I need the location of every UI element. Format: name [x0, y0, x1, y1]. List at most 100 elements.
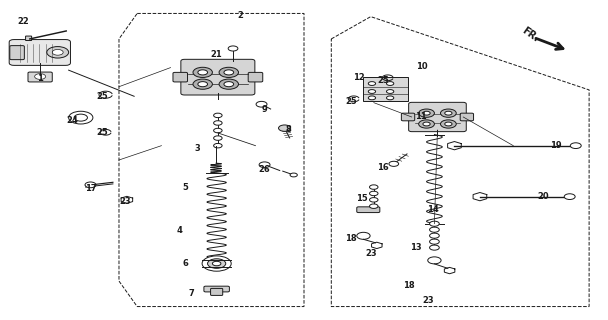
Circle shape [430, 245, 439, 250]
Circle shape [430, 239, 439, 244]
FancyBboxPatch shape [409, 102, 466, 132]
Text: 21: 21 [210, 50, 222, 59]
FancyBboxPatch shape [26, 36, 32, 41]
Text: 23: 23 [423, 296, 434, 305]
Circle shape [278, 125, 291, 131]
Circle shape [389, 161, 399, 166]
Text: 26: 26 [258, 165, 271, 174]
Circle shape [419, 120, 435, 128]
Circle shape [570, 143, 581, 148]
Circle shape [430, 221, 439, 226]
Circle shape [387, 96, 394, 100]
Circle shape [52, 50, 63, 55]
Circle shape [290, 173, 297, 177]
Circle shape [193, 79, 212, 89]
Circle shape [228, 46, 238, 51]
Circle shape [198, 82, 207, 87]
Text: 19: 19 [550, 141, 562, 150]
Circle shape [213, 128, 222, 133]
Circle shape [444, 111, 452, 115]
FancyBboxPatch shape [401, 113, 415, 121]
Circle shape [219, 79, 238, 89]
Circle shape [419, 109, 435, 117]
Text: 18: 18 [345, 234, 357, 243]
Text: 8: 8 [286, 125, 292, 134]
FancyBboxPatch shape [210, 288, 223, 295]
FancyBboxPatch shape [9, 40, 71, 65]
Circle shape [440, 109, 456, 117]
Text: 18: 18 [403, 281, 415, 290]
Text: 15: 15 [356, 194, 367, 203]
Text: 24: 24 [66, 116, 78, 125]
FancyBboxPatch shape [460, 113, 474, 121]
Circle shape [357, 232, 370, 239]
Text: 16: 16 [377, 164, 389, 172]
Circle shape [193, 67, 212, 77]
Circle shape [256, 101, 267, 107]
Circle shape [213, 121, 222, 125]
Circle shape [35, 74, 46, 79]
Circle shape [219, 67, 238, 77]
Text: 17: 17 [85, 184, 96, 193]
Circle shape [202, 256, 231, 271]
Text: 5: 5 [183, 183, 188, 192]
Circle shape [224, 70, 233, 75]
Circle shape [564, 194, 575, 199]
Text: 23: 23 [119, 197, 131, 206]
Circle shape [207, 259, 226, 268]
Circle shape [198, 70, 207, 75]
Text: 10: 10 [416, 61, 428, 70]
Circle shape [370, 197, 378, 202]
Text: 11: 11 [415, 113, 427, 122]
Text: 20: 20 [538, 192, 550, 201]
Text: 3: 3 [195, 144, 201, 153]
Text: 22: 22 [18, 17, 30, 26]
Text: 23: 23 [365, 250, 376, 259]
Circle shape [47, 47, 69, 58]
Circle shape [387, 82, 394, 85]
Text: 2: 2 [237, 11, 243, 20]
Text: 25: 25 [97, 128, 108, 137]
FancyBboxPatch shape [28, 72, 52, 82]
Circle shape [259, 162, 270, 168]
FancyBboxPatch shape [357, 207, 380, 212]
Circle shape [224, 82, 233, 87]
Text: 25: 25 [345, 97, 357, 106]
Circle shape [74, 114, 88, 121]
Circle shape [370, 204, 378, 208]
Text: FR.: FR. [520, 26, 541, 44]
Circle shape [368, 96, 376, 100]
FancyBboxPatch shape [204, 286, 229, 292]
Circle shape [430, 233, 439, 238]
Text: 13: 13 [410, 243, 422, 252]
Circle shape [213, 136, 222, 140]
Circle shape [368, 90, 376, 93]
Circle shape [423, 111, 430, 115]
Text: 1: 1 [37, 74, 43, 83]
FancyBboxPatch shape [363, 77, 409, 101]
FancyBboxPatch shape [181, 59, 255, 95]
Circle shape [368, 82, 376, 85]
Text: 25: 25 [377, 76, 389, 85]
Circle shape [370, 191, 378, 196]
Text: 25: 25 [97, 92, 108, 101]
Circle shape [440, 120, 456, 128]
Circle shape [428, 257, 441, 264]
Text: 7: 7 [189, 289, 195, 298]
Circle shape [212, 261, 221, 266]
Circle shape [213, 143, 222, 148]
Circle shape [430, 227, 439, 232]
FancyBboxPatch shape [248, 72, 263, 82]
Circle shape [370, 185, 378, 189]
Text: 12: 12 [353, 73, 364, 82]
Text: 4: 4 [177, 226, 182, 235]
Text: 6: 6 [183, 259, 188, 268]
Text: 14: 14 [427, 205, 438, 214]
Circle shape [387, 90, 394, 93]
Circle shape [85, 182, 96, 188]
Circle shape [444, 122, 452, 126]
Circle shape [213, 113, 222, 118]
FancyBboxPatch shape [10, 46, 24, 60]
FancyBboxPatch shape [173, 72, 187, 82]
Text: 9: 9 [261, 105, 268, 114]
